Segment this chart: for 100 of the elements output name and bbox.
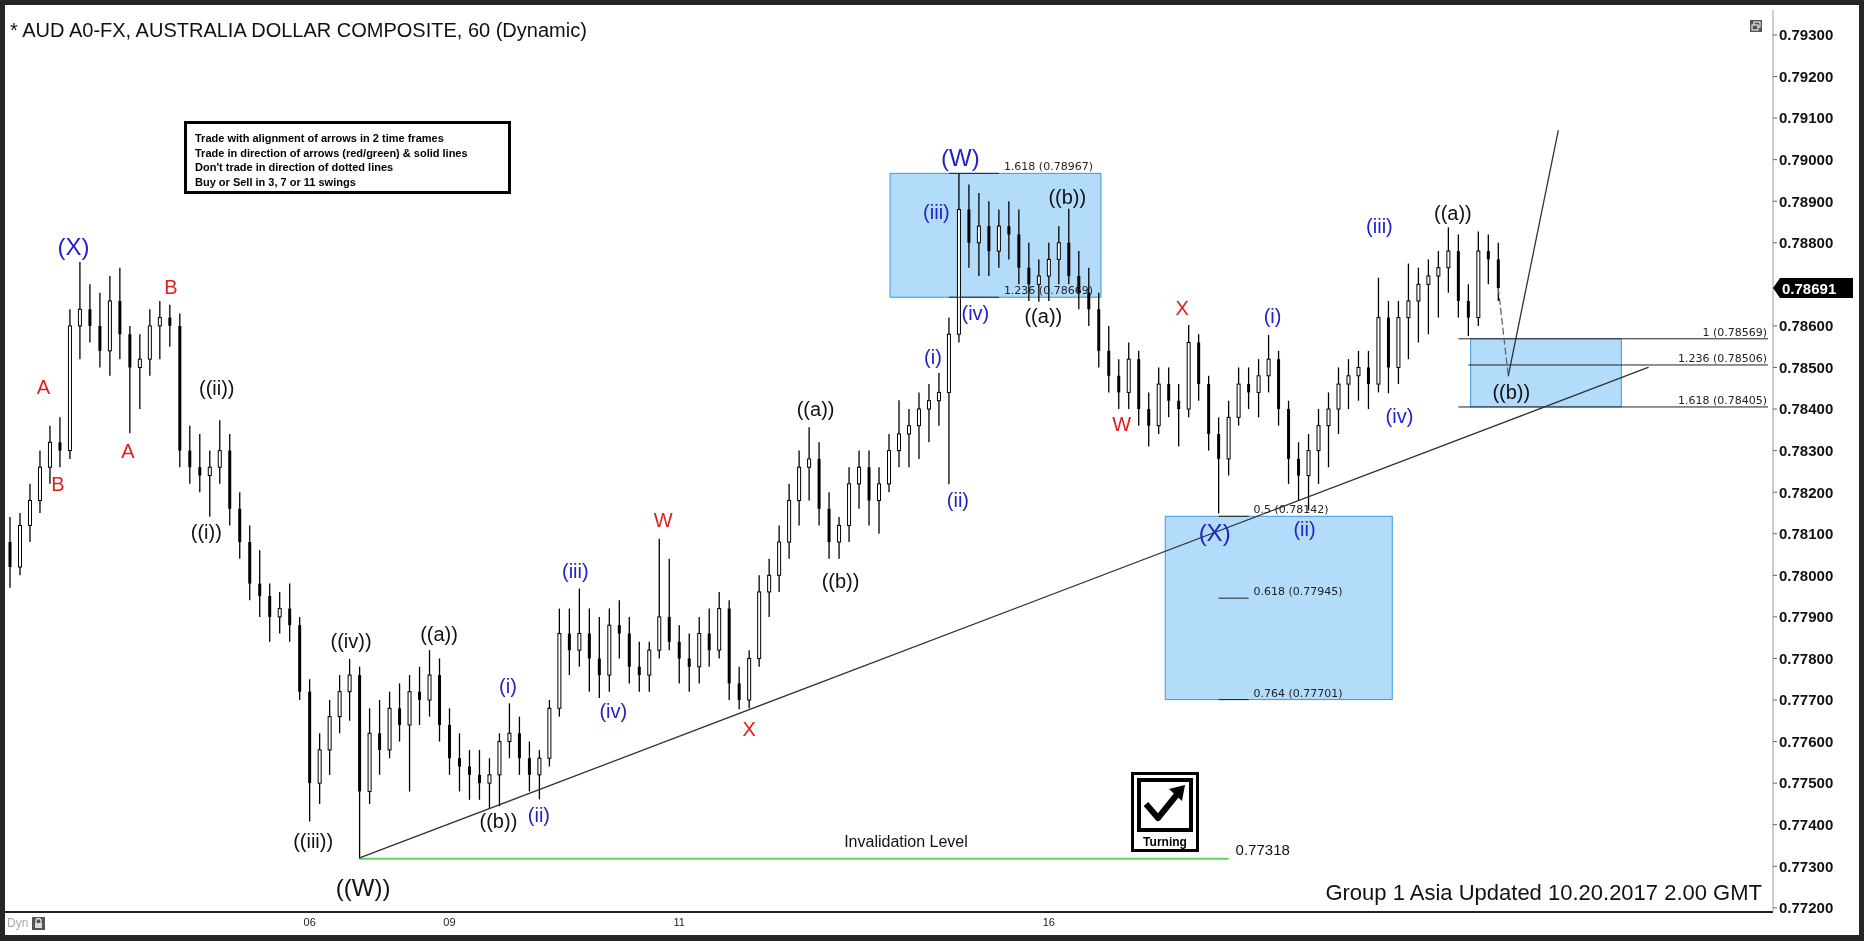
candlestick: [1406, 262, 1411, 360]
annotation: (W): [941, 144, 980, 172]
candlestick: [597, 616, 601, 699]
candlestick: [1356, 350, 1361, 402]
y-tick-label: 0.78600: [1779, 317, 1834, 335]
candlestick: [438, 657, 442, 743]
candlestick: [1056, 225, 1061, 285]
annotation: 0.77318: [1235, 840, 1290, 858]
annotation: (i): [1263, 304, 1282, 327]
candlestick: [398, 682, 402, 743]
annotation: X: [742, 717, 756, 740]
y-tick-label: 0.78800: [1779, 234, 1834, 252]
annotation: ((iii)): [293, 829, 334, 852]
candlestick: [906, 408, 911, 468]
candlestick: [1266, 334, 1271, 394]
annotation: ((a)): [1024, 304, 1063, 327]
candlestick: [857, 449, 862, 510]
candlestick: [77, 261, 82, 360]
candlestick: [268, 582, 272, 643]
annotation: ((a)): [1433, 201, 1472, 224]
annotation: X: [1175, 297, 1189, 320]
ref-line-label: 0.764 (0.77701): [1253, 686, 1343, 700]
annotation: Trade in direction of arrows (red/green) & solid lines: [195, 146, 468, 160]
annotation: A: [121, 439, 136, 462]
ref-line-label: Invalidation Level: [844, 832, 968, 850]
candlestick: [507, 702, 512, 759]
annotation: Group 1 Asia Updated 10.20.2017 2.00 GMT: [1325, 880, 1762, 905]
y-tick-label: 0.77900: [1779, 608, 1834, 626]
candlestick: [1247, 366, 1251, 410]
candlestick: [807, 426, 812, 502]
x-tick-label: 11: [673, 915, 685, 928]
candlestick: [767, 558, 772, 618]
annotation: ((a)): [420, 623, 458, 646]
candlestick: [617, 599, 621, 660]
ref-line-label: 1.618 (0.78967): [1003, 160, 1093, 174]
annotation: Don't trade in direction of dotted lines: [195, 161, 394, 174]
y-tick-label: 0.79300: [1779, 26, 1834, 44]
candlestick: [537, 749, 542, 800]
y-tick-label: 0.79000: [1779, 150, 1834, 168]
candlestick: [1366, 350, 1370, 410]
annotation: ((ii)): [198, 377, 235, 400]
y-tick-label: 0.78500: [1779, 358, 1834, 376]
ref-line-label: 1.618 (0.78405): [1677, 393, 1767, 407]
candlestick: [1007, 200, 1011, 261]
annotation: (iii): [923, 200, 950, 223]
ref-line-label: 1.236 (0.78506): [1677, 351, 1767, 365]
y-tick-label: 0.77700: [1779, 691, 1834, 709]
candlestick: [837, 516, 842, 560]
y-tick-label: 0.79200: [1779, 67, 1834, 85]
candlestick: [637, 641, 641, 693]
y-tick-label: 0.77400: [1779, 816, 1834, 834]
annotation: ((i)): [190, 520, 222, 543]
y-tick-label: 0.78100: [1779, 525, 1834, 543]
candlestick: [896, 399, 901, 468]
y-tick-label: 0.79100: [1779, 109, 1834, 127]
candlestick: [737, 666, 741, 710]
candlestick: [448, 707, 451, 776]
candlestick: [1486, 233, 1490, 285]
candlestick: [137, 333, 142, 410]
annotation: (iv): [961, 302, 990, 325]
annotation: ((b)): [1048, 186, 1087, 209]
annotation: (iv): [599, 699, 628, 722]
candlestick: [217, 419, 222, 485]
candlestick: [1426, 258, 1431, 335]
candlestick: [1466, 283, 1470, 337]
annotation: W: [653, 508, 673, 531]
candlestick: [1036, 258, 1041, 303]
candlestick: [457, 732, 461, 793]
candlestick: [288, 582, 292, 643]
text: 0.78691: [1782, 279, 1837, 297]
annotation: (iii): [1366, 215, 1393, 238]
candlestick: [916, 391, 921, 460]
candlestick: [1436, 250, 1441, 319]
annotation: (ii): [1293, 518, 1316, 541]
x-tick-label: 09: [443, 915, 456, 928]
candlestick: [936, 372, 941, 427]
candlestick: [926, 383, 931, 443]
candlestick: [1326, 391, 1331, 468]
candlestick: [1297, 441, 1301, 502]
annotation: Turning: [1143, 835, 1187, 849]
annotation: ((b)): [821, 569, 860, 592]
y-tick-label: 0.78400: [1779, 400, 1834, 418]
candlestick: [707, 607, 711, 668]
text: Dyn: [7, 916, 29, 930]
candlestick: [527, 740, 531, 793]
y-tick-label: 0.78200: [1779, 483, 1834, 501]
annotation: (iii): [562, 560, 589, 583]
y-tick-label: 0.77300: [1779, 857, 1834, 875]
candlestick: [347, 658, 352, 722]
candlestick: [207, 449, 212, 518]
ref-line-label: 1 (0.78569): [1702, 325, 1767, 339]
annotation: ((W)): [335, 873, 391, 901]
candlestick: [188, 425, 192, 485]
x-tick-label: 16: [1042, 915, 1055, 928]
annotation: (i): [499, 674, 517, 697]
ref-line-label: 0.618 (0.77945): [1253, 585, 1343, 599]
y-tick-label: 0.78900: [1779, 192, 1834, 210]
annotation: ((b)): [1492, 381, 1531, 403]
annotation: (ii): [527, 803, 551, 826]
candlestick: [1346, 358, 1351, 410]
